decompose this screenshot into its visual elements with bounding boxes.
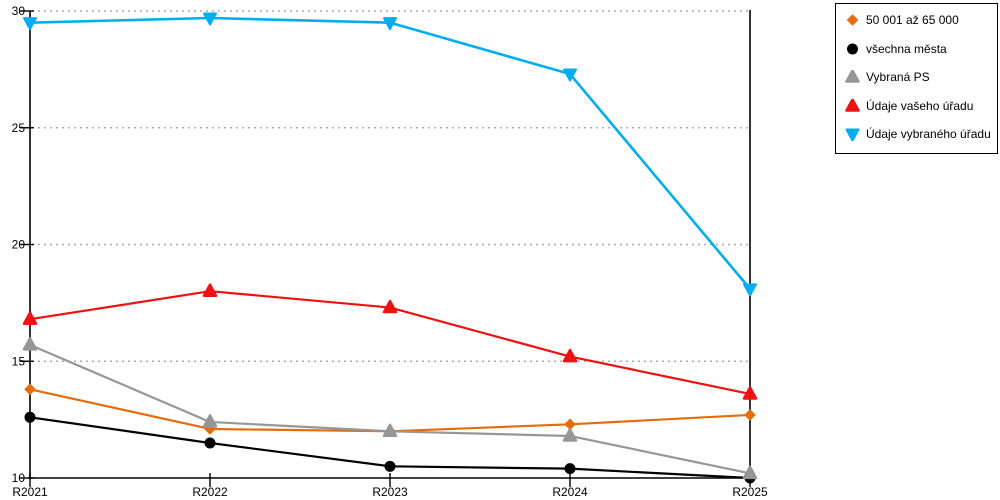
x-tick-label: R2024 — [552, 485, 588, 499]
circle-marker — [384, 460, 396, 472]
y-tick-label: 20 — [12, 238, 26, 252]
triangle-up-legend-icon — [845, 70, 860, 83]
series-line — [28, 343, 752, 475]
legend-label: 50 001 až 65 000 — [866, 13, 959, 28]
triangle-up-legend-icon — [845, 98, 860, 112]
series-5 — [23, 12, 757, 297]
series-3 — [22, 337, 758, 480]
triangle-down-marker — [563, 68, 577, 82]
triangle-up-marker — [22, 311, 38, 325]
x-tick-label: R2023 — [372, 485, 408, 499]
triangle-up-marker — [382, 299, 398, 314]
triangle-up-marker — [845, 70, 860, 83]
triangle-down-marker — [743, 283, 757, 297]
diamond-marker — [846, 14, 859, 27]
y-tick-label: 15 — [12, 354, 26, 368]
triangle-up-marker — [742, 465, 758, 480]
circle-marker — [564, 463, 576, 475]
y-tick-label: 25 — [12, 121, 26, 135]
x-tick-label: R2025 — [732, 485, 768, 499]
diamond-marker — [744, 409, 756, 421]
diamond-marker — [564, 418, 576, 431]
legend: 50 001 až 65 000 všechna města Vybraná PS Ú… — [835, 3, 998, 154]
legend-label: Vybraná PS — [866, 70, 930, 85]
x-tick-label: R2022 — [192, 485, 228, 499]
legend-label: všechna města — [866, 41, 947, 56]
triangle-down-legend-icon — [845, 128, 860, 142]
diamond-legend-icon — [846, 14, 859, 27]
series-4 — [22, 283, 758, 400]
triangle-up-marker — [562, 428, 578, 442]
legend-item: Údaje vašeho úřadu — [845, 92, 997, 121]
y-tick-label: 30 — [12, 4, 26, 18]
legend-item: 50 001 až 65 000 — [845, 6, 997, 35]
triangle-up-marker — [382, 423, 398, 438]
circle-marker — [847, 43, 858, 55]
triangle-up-marker — [22, 337, 38, 351]
series-line — [28, 16, 752, 291]
circle-legend-icon — [847, 43, 858, 55]
triangle-up-marker — [845, 98, 860, 112]
triangle-up-marker — [202, 414, 218, 428]
triangle-down-marker — [383, 17, 397, 31]
triangle-down-marker — [845, 128, 860, 142]
legend-label: Údaje vašeho úřadu — [866, 98, 974, 113]
triangle-down-marker — [23, 17, 37, 31]
triangle-down-marker — [203, 12, 217, 26]
triangle-up-marker — [562, 348, 578, 363]
triangle-up-marker — [742, 386, 758, 400]
circle-marker — [24, 411, 36, 423]
x-tick-label: R2021 — [12, 485, 48, 499]
legend-item: všechna města — [845, 35, 997, 64]
legend-label: Údaje vybraného úřadu — [866, 127, 991, 142]
series-2 — [24, 411, 756, 484]
triangle-up-marker — [202, 283, 218, 297]
circle-marker — [204, 437, 216, 449]
legend-item: Údaje vybraného úřadu — [845, 120, 997, 149]
legend-item: Vybraná PS — [845, 63, 997, 92]
diamond-marker — [24, 383, 36, 396]
y-tick-label: 10 — [12, 471, 26, 485]
